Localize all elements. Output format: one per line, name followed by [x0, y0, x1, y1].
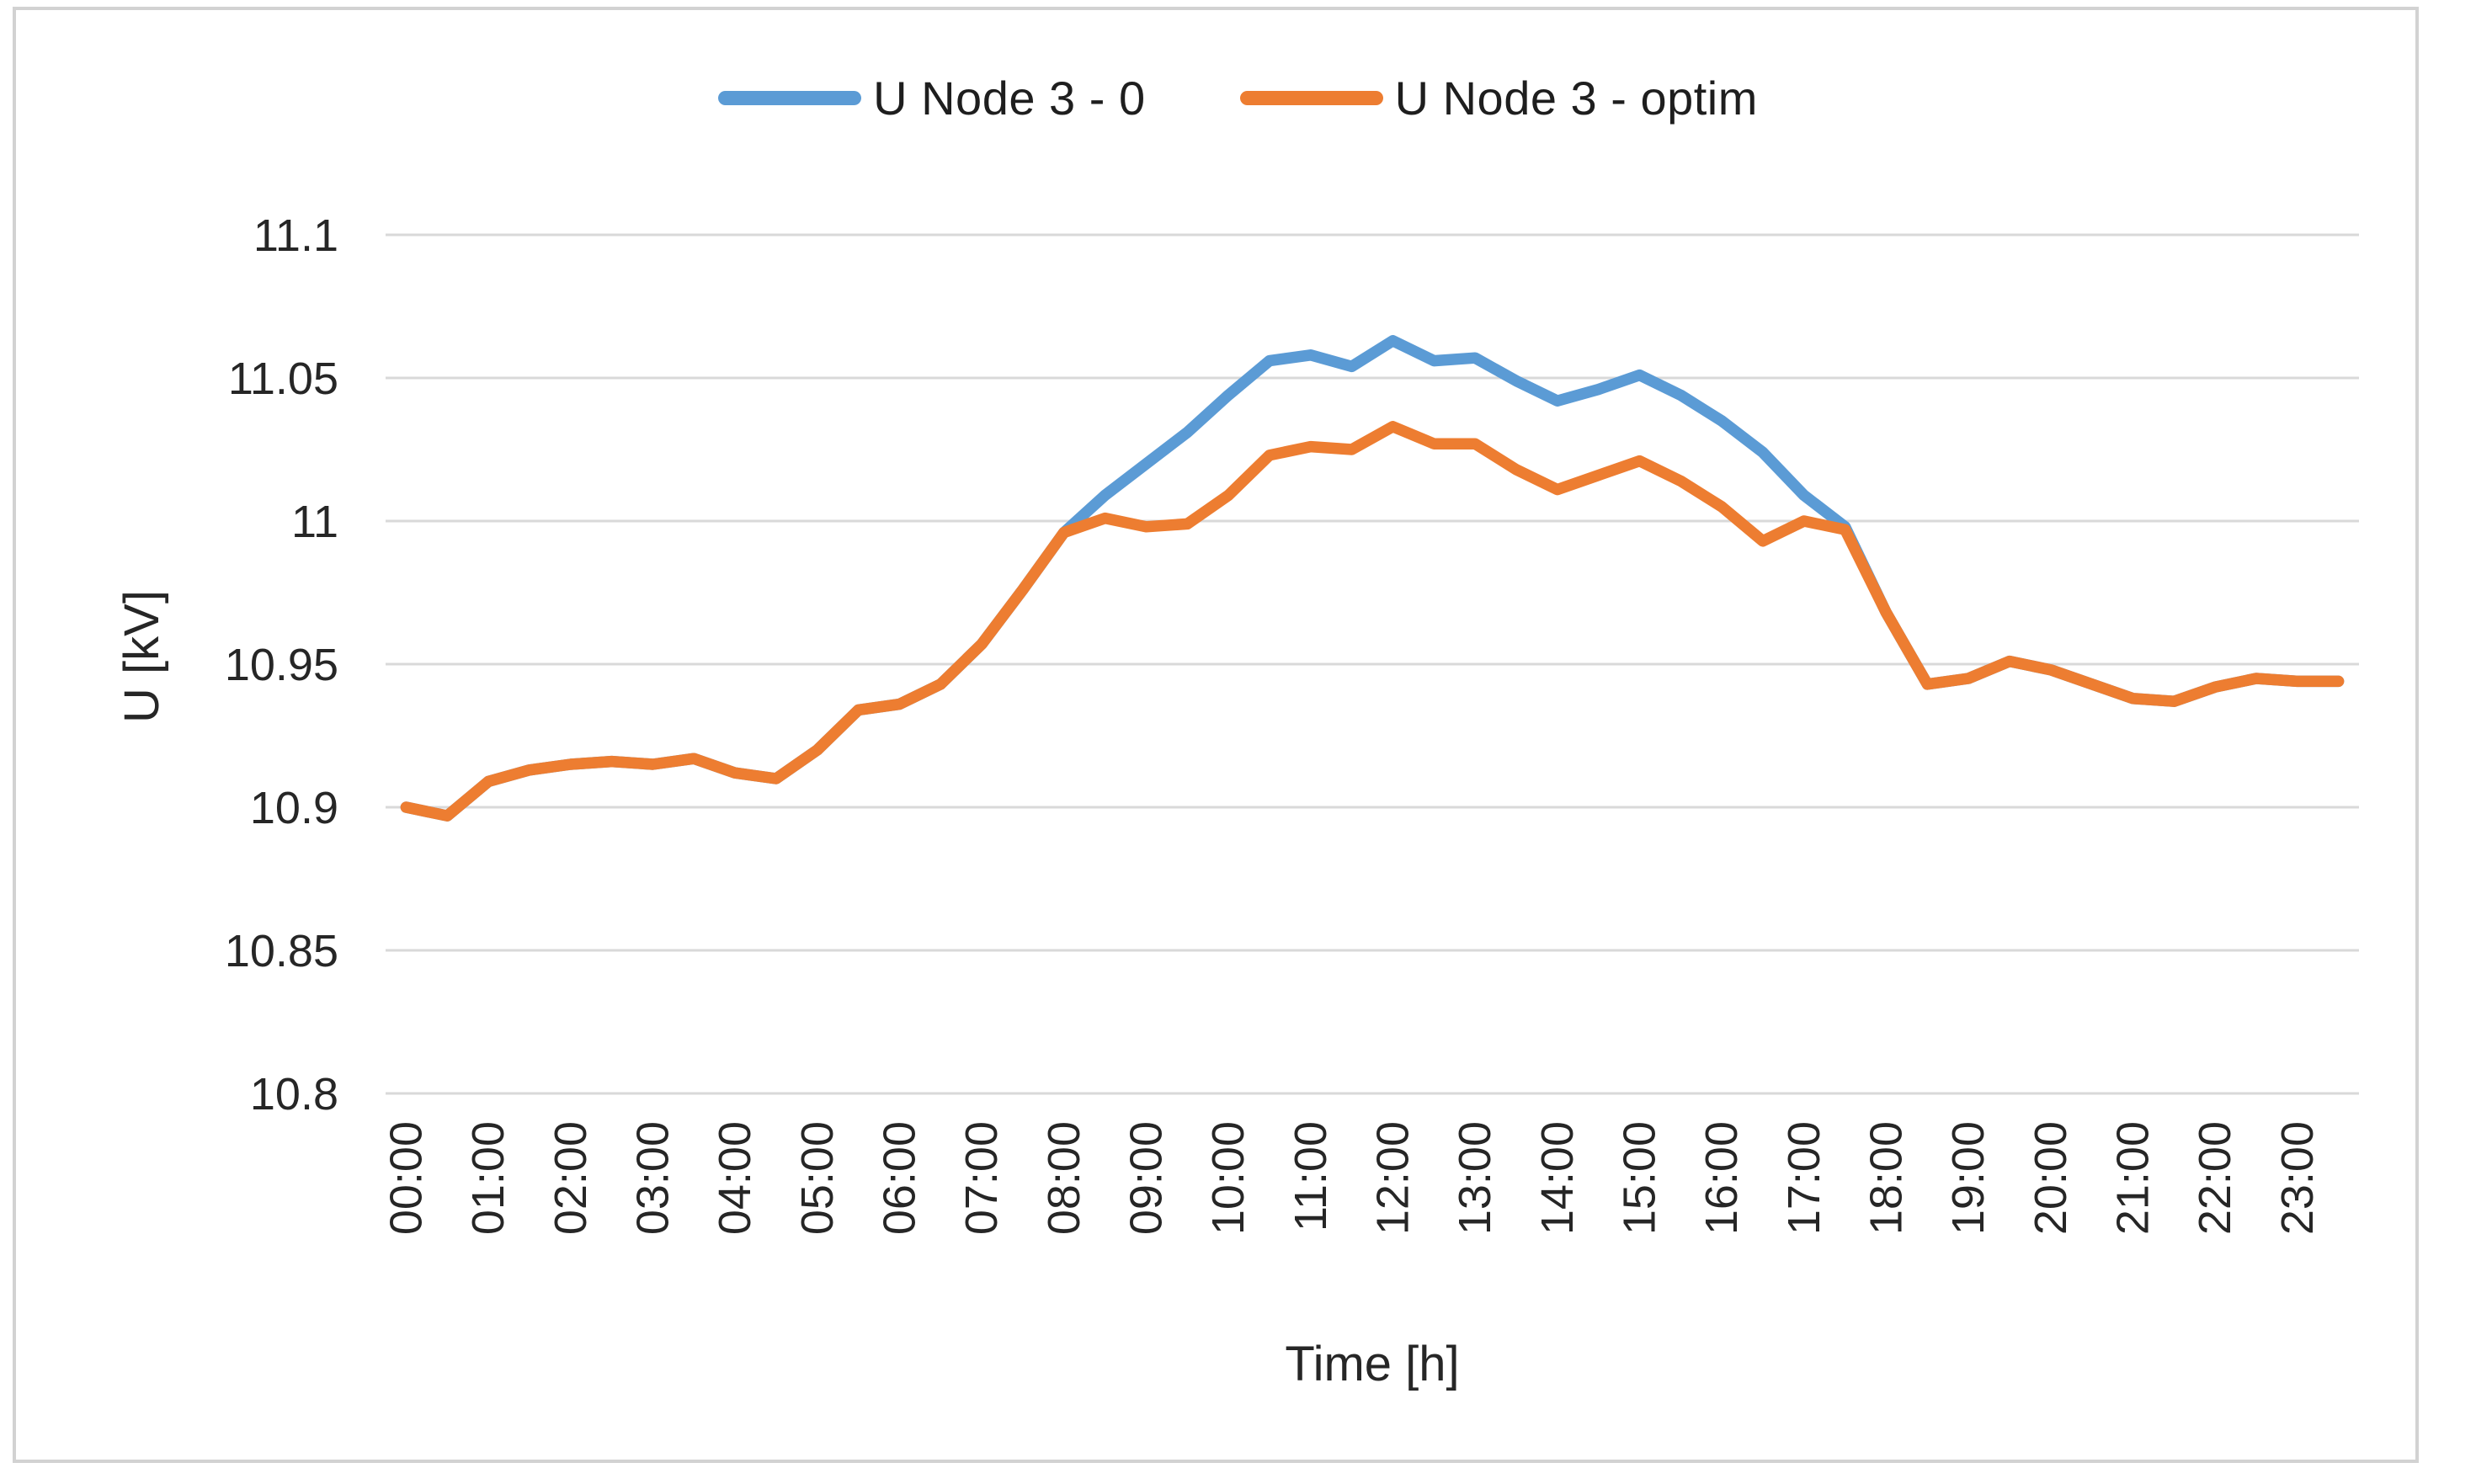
x-tick-label: 09:00	[1121, 1121, 1171, 1235]
x-axis-title: Time [h]	[1285, 1337, 1459, 1391]
x-tick-label: 13:00	[1450, 1121, 1500, 1235]
x-tick-label: 00:00	[381, 1121, 431, 1235]
y-tick-label: 11	[291, 497, 338, 547]
series-line-node3-optim	[400, 421, 2345, 822]
legend-label: U Node 3 - 0	[873, 72, 1146, 125]
legend-entry-node3-optim: U Node 3 - optim	[1239, 71, 1758, 125]
y-tick-label: 10.85	[225, 926, 338, 976]
x-tick-label: 23:00	[2272, 1121, 2323, 1235]
chart-border-frame	[13, 7, 2419, 1463]
x-tick-label: 01:00	[463, 1121, 514, 1235]
y-tick-label: 10.9	[250, 783, 338, 833]
x-tick-label: 20:00	[2026, 1121, 2076, 1235]
x-tick-label: 21:00	[2107, 1121, 2158, 1235]
y-tick-label: 10.8	[250, 1069, 338, 1120]
x-tick-label: 16:00	[1696, 1121, 1747, 1235]
x-tick-label: 19:00	[1943, 1121, 1994, 1235]
x-tick-label: 15:00	[1614, 1121, 1664, 1235]
legend-swatch-blue-icon	[718, 91, 862, 105]
x-tick-label: 14:00	[1532, 1121, 1583, 1235]
chart-legend: U Node 3 - 0 U Node 3 - optim	[0, 71, 2476, 125]
x-tick-label: 05:00	[792, 1121, 843, 1235]
x-tick-label: 10:00	[1203, 1121, 1254, 1235]
x-tick-label: 17:00	[1779, 1121, 1829, 1235]
legend-swatch-orange-icon	[1239, 91, 1383, 105]
y-tick-label: 10.95	[225, 640, 338, 690]
series-line-node3-0	[400, 335, 2345, 822]
y-tick-label: 11.05	[228, 354, 338, 404]
x-tick-label: 02:00	[546, 1121, 596, 1235]
x-tick-label: 11:00	[1286, 1121, 1336, 1231]
x-tick-label: 08:00	[1039, 1121, 1089, 1235]
x-tick-label: 03:00	[627, 1121, 678, 1235]
x-tick-label: 07:00	[956, 1121, 1007, 1235]
legend-label: U Node 3 - optim	[1394, 72, 1758, 125]
y-axis-title: U [kV]	[114, 590, 169, 723]
x-tick-label: 22:00	[2190, 1121, 2240, 1235]
y-tick-label: 11.1	[253, 210, 338, 261]
x-tick-label: 04:00	[710, 1121, 760, 1235]
x-tick-label: 18:00	[1861, 1121, 1911, 1235]
x-tick-label: 12:00	[1367, 1121, 1418, 1235]
x-tick-label: 06:00	[874, 1121, 924, 1235]
legend-entry-node3-0: U Node 3 - 0	[718, 71, 1146, 125]
